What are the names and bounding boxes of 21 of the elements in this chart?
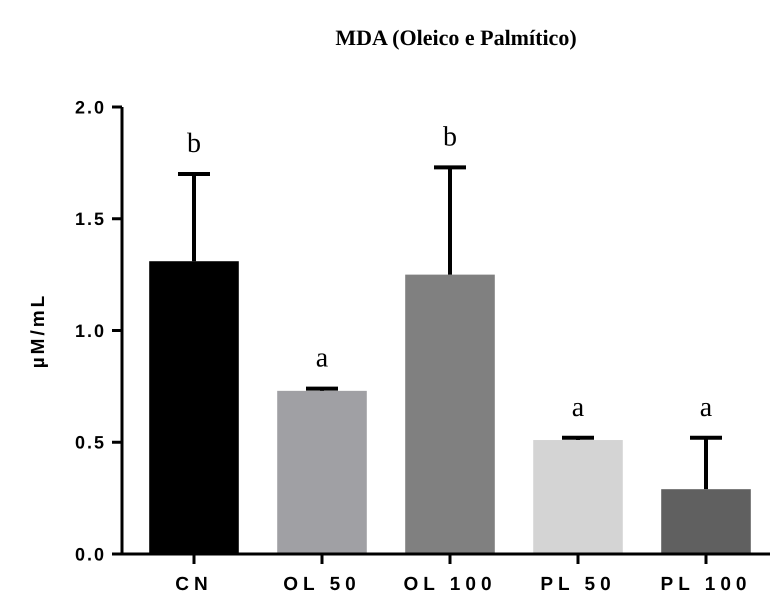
x-tick-label: OL 50 (283, 574, 361, 595)
y-axis-title: µM/mL (28, 292, 49, 368)
bar (277, 390, 367, 554)
y-tick-label: 0.0 (74, 544, 106, 564)
x-tick-label: PL 100 (660, 574, 752, 595)
annotation: b (443, 121, 457, 152)
x-tick-label: CN (175, 574, 213, 595)
y-tick-label: 2.0 (74, 97, 106, 118)
y-tick-label: 0.5 (74, 432, 106, 453)
annotation: a (316, 342, 329, 374)
bar (405, 274, 495, 554)
chart-title: MDA (Oleico e Palmítico) (335, 25, 577, 50)
annotation: b (187, 128, 201, 160)
x-tick-label: OL 100 (403, 574, 497, 595)
bar (661, 489, 751, 554)
y-tick-label: 1.5 (74, 209, 106, 230)
y-tick-label: 1.0 (74, 320, 106, 341)
x-tick-label: PL 50 (540, 574, 616, 595)
annotation: a (700, 392, 713, 423)
bar (533, 440, 623, 554)
annotation: a (572, 392, 585, 423)
